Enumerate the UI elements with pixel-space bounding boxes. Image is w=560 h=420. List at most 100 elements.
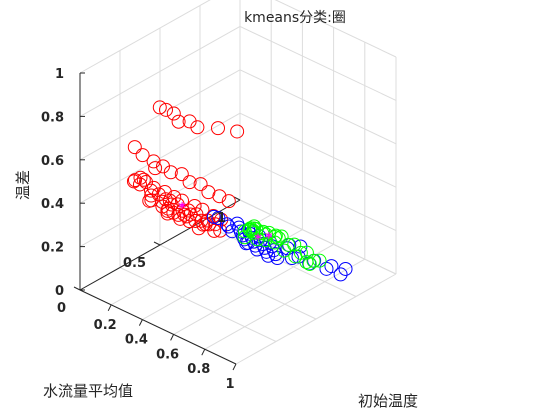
scatter-point <box>142 193 157 208</box>
scatter-point <box>175 193 189 208</box>
scatter-point <box>157 184 172 199</box>
x-tick-mark <box>170 334 175 341</box>
scatter-point <box>161 201 176 216</box>
back-wall-grid-line <box>239 112 397 188</box>
scatter-point <box>293 245 308 260</box>
z-tick-label: 1 <box>55 67 64 82</box>
y-tick-label: 0.5 <box>123 256 146 271</box>
scatter-point <box>163 165 178 180</box>
z-axis-label: 温差 <box>14 170 32 200</box>
y-tick-label: 0 <box>57 301 66 316</box>
scatter-point <box>230 124 245 139</box>
scatter-point <box>133 177 147 192</box>
scatter-point <box>166 106 181 121</box>
side-wall-grid-line <box>79 25 241 117</box>
scatter-point <box>243 221 258 236</box>
scatter-point <box>221 194 236 209</box>
floor-grid-line <box>159 244 317 320</box>
z-tick-label: 0.4 <box>41 197 64 212</box>
scatter-point <box>171 114 186 129</box>
floor-grid-line <box>199 222 357 297</box>
scatter-point <box>306 253 321 268</box>
back-wall-grid-line <box>274 0 397 58</box>
tick-labels: 0 0.2 0.4 0.6 0.8 1 0.2 0.4 0.6 0.8 1 0 0.5 1 <box>41 67 235 392</box>
scatter-point <box>312 253 327 268</box>
floor-grid-line <box>119 267 277 342</box>
scatter-point <box>144 183 158 198</box>
x-tick-label: 0.4 <box>125 333 148 348</box>
scatter-point <box>247 219 262 234</box>
scatter-point <box>324 259 339 274</box>
scatter-point <box>188 213 203 228</box>
scatter-point <box>338 261 353 276</box>
scatter-point <box>190 120 205 135</box>
side-wall-grid-line <box>79 112 241 204</box>
scatter-point <box>191 221 206 236</box>
x-tick-label: 0.6 <box>156 347 179 362</box>
scatter-point <box>133 170 148 185</box>
scatter-point <box>135 148 150 163</box>
scatter-point <box>152 100 167 115</box>
scatter-point <box>174 167 189 182</box>
scatter-point <box>155 199 170 214</box>
scatter-point <box>212 189 227 204</box>
scatter-point <box>302 256 317 271</box>
scatter-point <box>136 172 151 187</box>
scatter-point <box>182 175 197 190</box>
scatter-point <box>167 189 182 204</box>
y-tick-mark <box>153 241 161 246</box>
centroid-star-marker: * <box>265 230 273 246</box>
scatter-point <box>158 192 173 207</box>
side-wall-grid-line <box>79 0 211 74</box>
y-tick-label: 1 <box>217 211 226 226</box>
scatter-point <box>126 174 141 189</box>
x-tick-label: 0.8 <box>187 362 210 377</box>
scatter-point <box>144 188 159 203</box>
scatter-point <box>261 248 276 263</box>
centroid-star-marker: * <box>254 232 262 248</box>
z-tick-label: 0.6 <box>41 154 64 169</box>
scatter-point <box>219 217 234 232</box>
scatter-point <box>148 161 163 176</box>
scatter-point <box>193 177 208 192</box>
scatter-point <box>268 228 283 243</box>
data-points: ** * <box>126 100 353 282</box>
scatter-point <box>259 227 274 242</box>
z-tick-label: 0 <box>55 284 64 299</box>
x-tick-mark <box>107 304 112 312</box>
back-wall-grid-line <box>239 156 397 232</box>
side-wall-grid-line <box>79 69 241 161</box>
z-tick-label: 0.8 <box>41 110 64 125</box>
scatter-point <box>159 102 173 117</box>
scatter-point <box>211 121 225 136</box>
x-tick-label: 0.2 <box>94 318 117 333</box>
scatter-point <box>333 267 348 282</box>
back-wall-grid-line <box>239 69 397 145</box>
scatter-point <box>179 209 194 224</box>
z-tick-label: 0.2 <box>41 241 64 256</box>
axes <box>73 72 241 371</box>
chart-title: kmeans分类:圈 <box>244 10 346 26</box>
scatter-point <box>271 231 286 246</box>
x-tick-mark <box>201 348 206 356</box>
back-wall-grid-line <box>239 25 397 101</box>
y-axis-label: 水流量平均值 <box>43 382 133 400</box>
scatter-point <box>146 154 161 169</box>
x-tick-mark <box>138 319 143 326</box>
scatter-point <box>207 223 222 238</box>
x-tick-label: 1 <box>225 377 234 392</box>
back-wall-grid-line <box>239 199 397 275</box>
scatter-point <box>221 219 236 234</box>
scatter-point <box>250 242 265 257</box>
scatter-point <box>281 237 296 252</box>
centroid-star-marker: * <box>179 201 187 217</box>
y-tick-mark <box>233 196 241 201</box>
scatter-point <box>206 209 221 224</box>
x-tick-mark <box>232 363 237 371</box>
scatter-point <box>198 217 213 232</box>
scatter-point <box>160 206 175 221</box>
x-axis-label: 初始温度 <box>358 392 418 410</box>
scatter-point <box>127 140 142 155</box>
y-tick-mark <box>73 286 81 291</box>
